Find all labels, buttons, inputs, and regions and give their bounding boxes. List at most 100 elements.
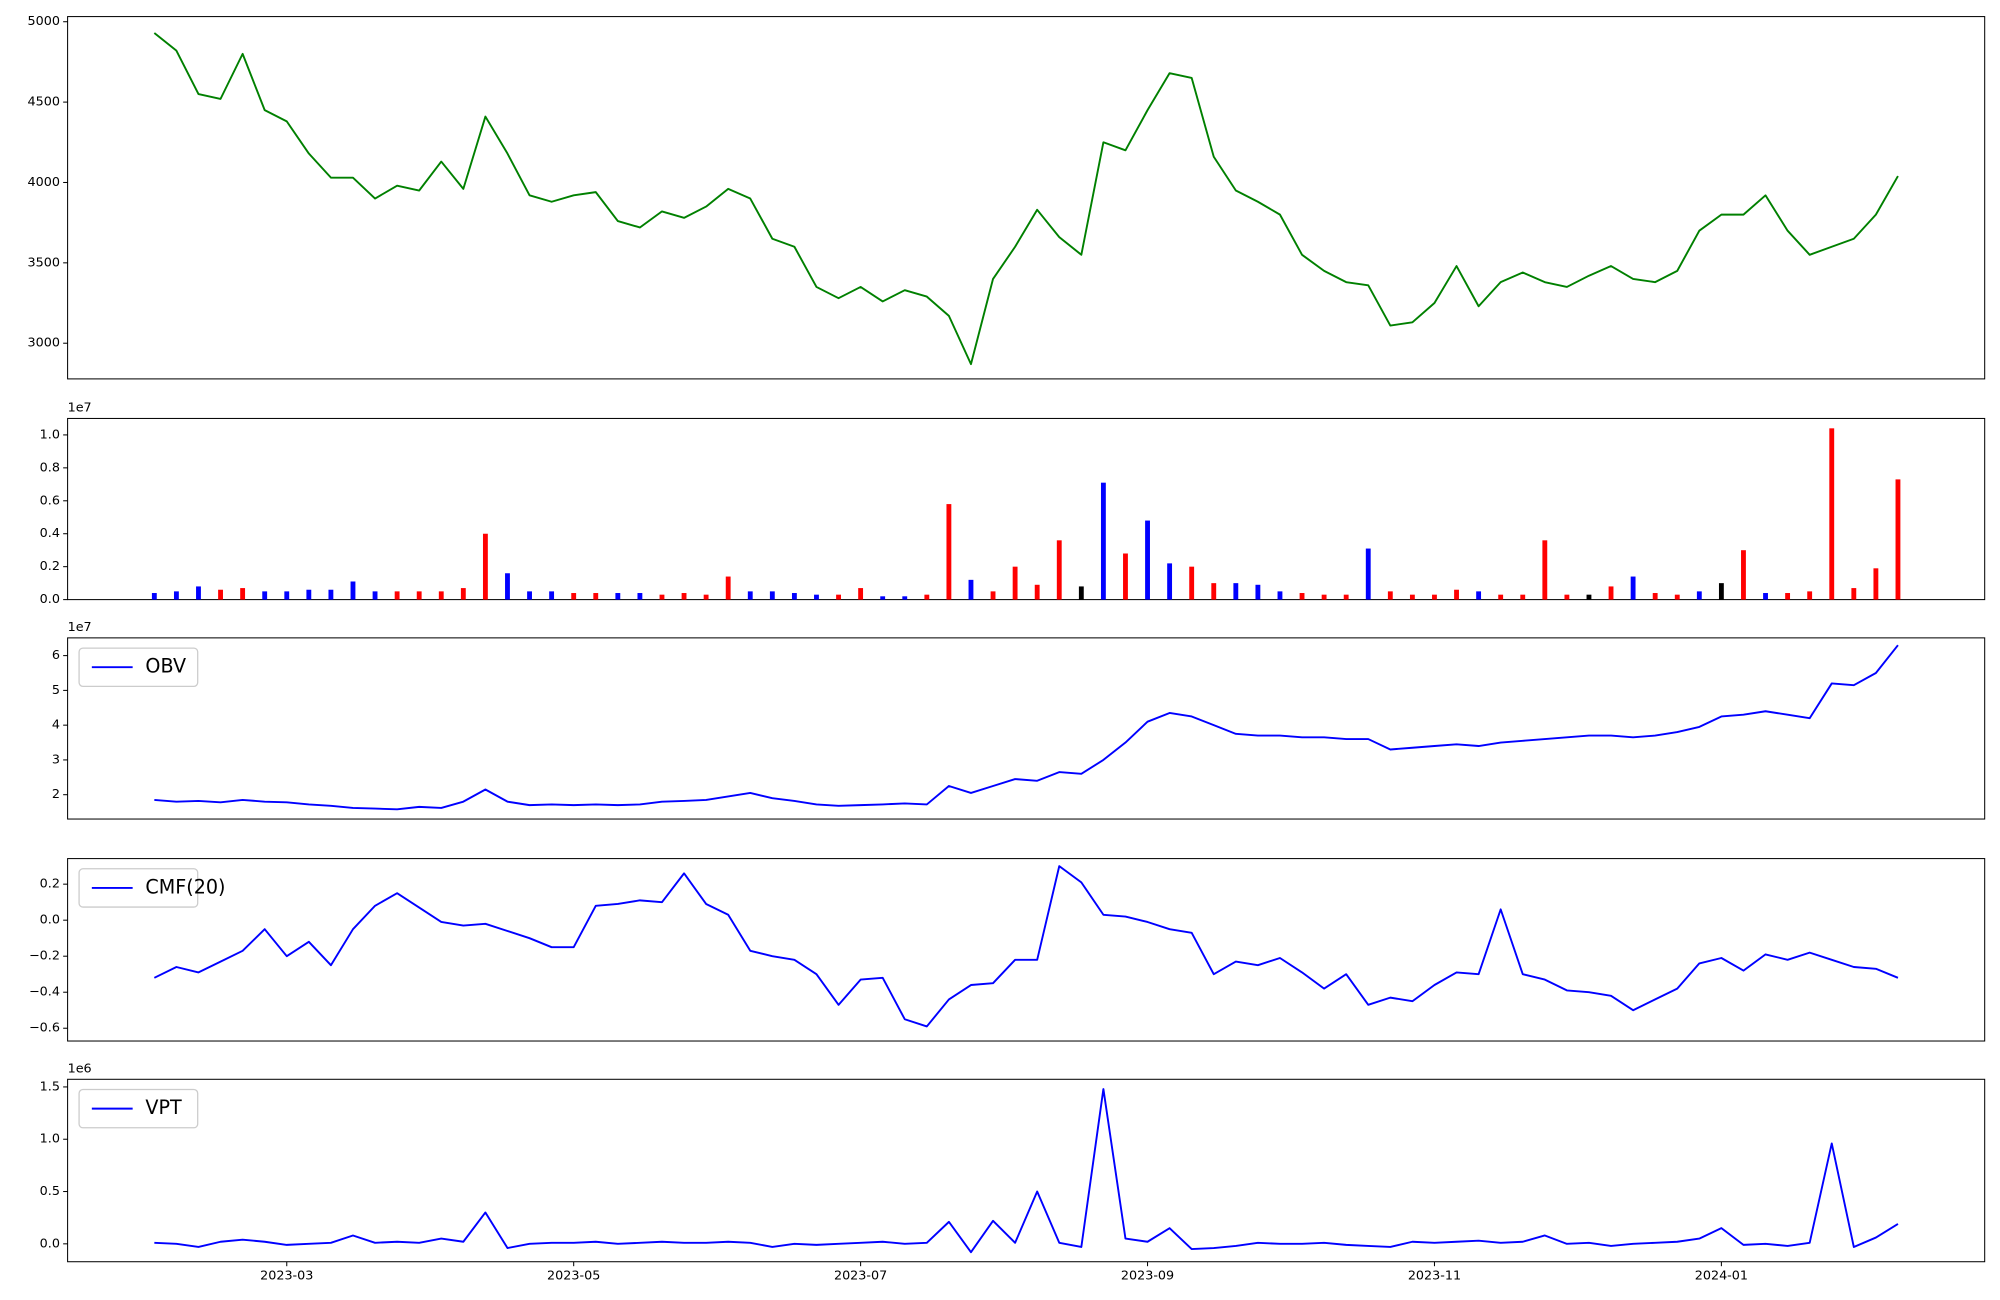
plot-frame (67, 1078, 1986, 1263)
y-tick-label: 0.0 (40, 1236, 60, 1251)
volume-bar (1895, 479, 1901, 600)
volume-bar (1674, 594, 1680, 600)
volume-bar (1167, 563, 1173, 600)
volume-bar (460, 588, 466, 600)
series-line (154, 644, 1899, 811)
y-tick-label: −0.2 (29, 949, 60, 964)
volume-bar (1211, 583, 1217, 600)
volume-bar (769, 591, 775, 600)
y-tick-label: 6 (52, 648, 60, 663)
volume-bar (1564, 594, 1570, 600)
y-tick-label: 0.2 (40, 877, 60, 892)
volume-bar (1807, 591, 1813, 600)
y-tick-label: 4500 (27, 95, 59, 110)
volume-bar (1078, 586, 1084, 600)
volume-bar (151, 593, 157, 600)
legend-box (78, 647, 199, 687)
volume-bar (1829, 428, 1835, 600)
volume-bar (1454, 589, 1459, 600)
volume-bar (1365, 548, 1371, 600)
volume-bar (1277, 591, 1283, 600)
y-tick-label: 5000 (27, 14, 59, 29)
volume-bar (1476, 591, 1482, 600)
volume-bar (1696, 591, 1702, 600)
plot-frame (67, 16, 1986, 380)
volume-bar (1542, 540, 1548, 600)
volume-bar (637, 593, 643, 600)
series-line (153, 865, 1899, 1028)
volume-bar (990, 591, 996, 600)
y-tick-label: 0.8 (40, 460, 60, 475)
y-tick-label: 1.5 (40, 1079, 60, 1094)
volume-bar (1100, 482, 1106, 600)
volume-bar (1652, 593, 1658, 600)
y-tick-label: −0.4 (29, 985, 60, 1000)
axis-offset-label: 1e6 (68, 1062, 92, 1077)
volume-bar (1741, 550, 1746, 600)
volume-bar (593, 593, 599, 600)
x-tick-label: 2023-09 (1121, 1268, 1174, 1283)
volume-bar (1586, 594, 1592, 600)
volume-bar (571, 593, 577, 600)
plot-frame (67, 417, 1986, 601)
legend-label: VPT (145, 1096, 182, 1119)
volume-bar (1012, 566, 1018, 600)
volume-bar (858, 588, 864, 600)
volume-bar (1299, 593, 1305, 600)
x-tick-label: 2023-03 (260, 1268, 313, 1283)
volume-bar (1873, 568, 1879, 600)
volume-bar (924, 594, 930, 600)
y-tick-label: 0.5 (40, 1184, 60, 1199)
volume-bar (1608, 586, 1614, 600)
legend-box (78, 1088, 199, 1129)
volume-bar (1255, 584, 1261, 600)
volume-bar (1432, 594, 1437, 600)
volume-bar (814, 594, 819, 600)
y-tick-label: −0.6 (29, 1021, 60, 1036)
volume-bar (1718, 583, 1724, 600)
series-line (153, 32, 1899, 366)
legend-box (78, 868, 199, 908)
legend-label: OBV (145, 655, 186, 678)
volume-bar (549, 591, 555, 600)
volume-bar (703, 594, 709, 600)
volume-bar (416, 591, 422, 600)
volume-bar (1189, 566, 1195, 600)
plot-frame (67, 858, 1986, 1042)
plot-frame (67, 637, 1986, 820)
volume-bar (747, 591, 753, 600)
volume-bar (1233, 583, 1239, 600)
volume-bar (681, 593, 687, 600)
axis-offset-label: 1e7 (68, 401, 92, 416)
volume-bar (659, 594, 665, 600)
axis-offset-label: 1e7 (68, 620, 92, 635)
x-tick-label: 2023-05 (547, 1268, 600, 1283)
volume-bar (1498, 594, 1504, 600)
volume-bar (1343, 594, 1349, 600)
volume-bar (1409, 594, 1415, 600)
y-tick-label: 3000 (27, 336, 59, 351)
volume-bar (1630, 576, 1636, 600)
volume-bar (1056, 540, 1062, 600)
volume-bar (1145, 520, 1150, 600)
y-tick-label: 4000 (27, 175, 59, 190)
volume-bar (902, 596, 908, 600)
volume-bar (328, 589, 334, 600)
y-tick-label: 0.2 (40, 559, 60, 574)
volume-bar (218, 589, 223, 600)
x-tick-label: 2023-07 (834, 1268, 887, 1283)
volume-bar (1123, 553, 1128, 600)
x-tick-label: 2024-01 (1695, 1268, 1748, 1283)
volume-bar (262, 591, 268, 600)
volume-bar (1785, 593, 1791, 600)
y-tick-label: 3500 (27, 255, 59, 270)
y-tick-label: 1.0 (40, 427, 60, 442)
volume-bar (284, 591, 290, 600)
legend-label: CMF(20) (145, 875, 225, 898)
y-tick-label: 2 (52, 787, 60, 802)
volume-bar (1520, 594, 1526, 600)
volume-bar (946, 504, 952, 600)
y-tick-label: 5 (52, 683, 60, 698)
x-tick-label: 2023-11 (1408, 1268, 1461, 1283)
